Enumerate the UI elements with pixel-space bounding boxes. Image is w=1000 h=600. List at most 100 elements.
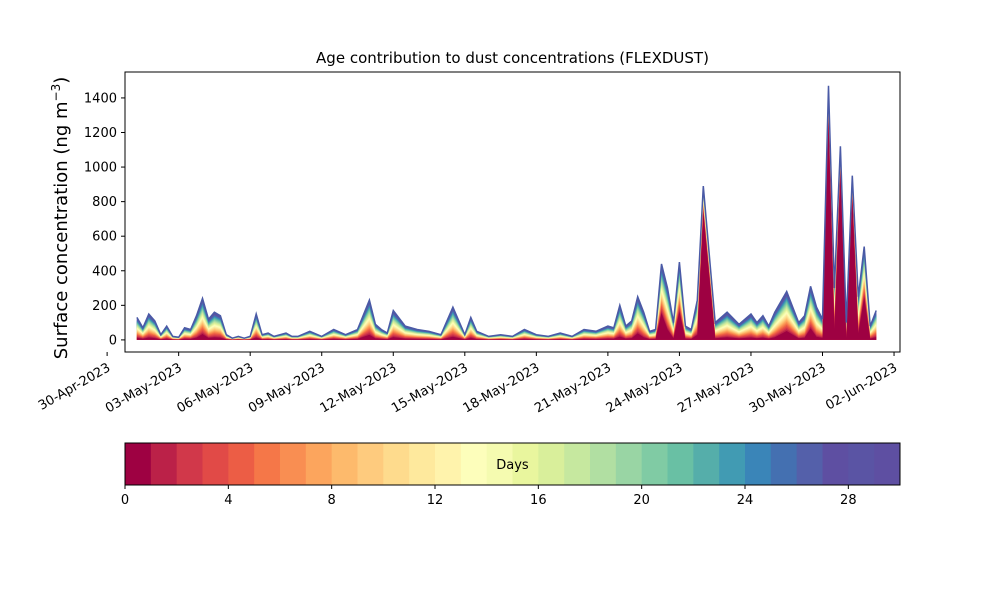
y-tick-label: 600 (92, 230, 117, 245)
age-layer-11 (136, 107, 877, 340)
colorbar-segment (486, 443, 513, 485)
colorbar-segment (874, 443, 901, 485)
x-tick-label: 24-May-2023 (604, 360, 686, 416)
colorbar-segment (176, 443, 203, 485)
age-layer-15 (136, 102, 877, 340)
axes-frame (124, 71, 901, 353)
x-tick-label: 12-May-2023 (318, 360, 400, 416)
colorbar-segment (745, 443, 772, 485)
colorbar (125, 443, 901, 485)
colorbar-segment (383, 443, 410, 485)
x-tick-label: 03-May-2023 (103, 360, 185, 416)
colorbar-segment (770, 443, 798, 485)
y-tick-label: 1000 (84, 161, 117, 176)
y-tick-label: 1200 (84, 126, 117, 141)
x-tick-label: 30-May-2023 (747, 360, 829, 416)
age-layer-2 (136, 119, 877, 340)
y-tick-label: 800 (92, 195, 117, 210)
age-layer-10 (136, 108, 877, 340)
age-layer-26 (136, 89, 877, 340)
age-layer-1 (136, 120, 877, 340)
y-tick-label: 200 (92, 299, 117, 314)
x-tick-label: 02-Jun-2023 (823, 360, 900, 413)
colorbar-segment (125, 443, 152, 485)
colorbar-segment (254, 443, 281, 485)
colorbar-segment (564, 443, 591, 485)
age-layer-25 (136, 90, 877, 340)
colorbar-label: Days (496, 458, 529, 473)
y-tick-label: 0 (109, 333, 117, 348)
total-line (136, 85, 877, 340)
colorbar-segment (150, 443, 178, 485)
age-layer-20 (136, 96, 877, 340)
x-tick-label: 18-May-2023 (461, 360, 543, 416)
colorbar-segment (822, 443, 849, 485)
plot-area (136, 85, 877, 340)
x-tick-label: 27-May-2023 (675, 360, 757, 416)
colorbar-segment (719, 443, 746, 485)
age-layer-7 (136, 112, 877, 340)
age-layer-24 (136, 91, 877, 340)
age-layer-21 (136, 95, 877, 340)
colorbar-segment (280, 443, 307, 485)
colorbar-frame (124, 442, 901, 486)
colorbar-segment (331, 443, 358, 485)
colorbar-segment (305, 443, 333, 485)
age-layer-5 (136, 115, 877, 340)
x-axis: 30-Apr-202303-May-202306-May-202309-May-… (36, 352, 900, 416)
colorbar-segment (435, 443, 462, 485)
colorbar-segment (202, 443, 229, 485)
colorbar-tick-label: 20 (633, 493, 650, 508)
y-axis-label-sup: −3 (49, 84, 63, 102)
y-tick-label: 1400 (84, 91, 117, 106)
age-layer-14 (136, 103, 877, 340)
age-layer-17 (136, 99, 877, 340)
colorbar-segment (615, 443, 643, 485)
age-layer-12 (136, 106, 877, 340)
age-layer-18 (136, 98, 877, 340)
colorbar-tick-label: 12 (427, 493, 444, 508)
colorbar-segment (460, 443, 488, 485)
y-axis: 0 200 400 600 800 1000 1200 1400 (84, 91, 125, 348)
y-axis-label-close: ) (51, 77, 72, 84)
colorbar-segment (512, 443, 539, 485)
colorbar-segment (590, 443, 617, 485)
age-layer-6 (136, 113, 877, 340)
x-tick-label: 30-Apr-2023 (36, 360, 113, 413)
age-layer-28 (136, 87, 877, 340)
colorbar-segment (228, 443, 255, 485)
x-tick-label: 15-May-2023 (389, 360, 471, 416)
colorbar-tick-label: 28 (840, 493, 857, 508)
chart-title: Age contribution to dust concentrations … (316, 49, 709, 67)
age-layer-19 (136, 97, 877, 340)
colorbar-segment (538, 443, 565, 485)
colorbar-tick-label: 0 (121, 493, 129, 508)
colorbar-segment (667, 443, 694, 485)
colorbar-tick-label: 4 (224, 493, 232, 508)
colorbar-tick-label: 16 (530, 493, 547, 508)
colorbar-segment (357, 443, 384, 485)
colorbar-ticks: 0 4 8 12 16 20 24 28 (121, 485, 857, 508)
age-layer-22 (136, 93, 877, 340)
x-tick-label: 21-May-2023 (532, 360, 614, 416)
colorbar-tick-label: 24 (737, 493, 754, 508)
age-layer-23 (136, 92, 877, 340)
age-layer-29 (136, 85, 877, 340)
x-tick-label: 06-May-2023 (175, 360, 257, 416)
colorbar-segment (693, 443, 720, 485)
age-layer-4 (136, 116, 877, 340)
x-tick-label: 09-May-2023 (246, 360, 328, 416)
age-layer-9 (136, 109, 877, 340)
age-layer-8 (136, 111, 877, 340)
age-layer-13 (136, 104, 877, 340)
age-layer-27 (136, 88, 877, 340)
colorbar-segment (796, 443, 823, 485)
age-layer-3 (136, 117, 877, 340)
colorbar-segment (641, 443, 668, 485)
colorbar-segment (848, 443, 875, 485)
y-axis-label-main: Surface concentration (ng m (51, 101, 72, 359)
colorbar-tick-label: 8 (328, 493, 336, 508)
age-layer-16 (136, 101, 877, 340)
